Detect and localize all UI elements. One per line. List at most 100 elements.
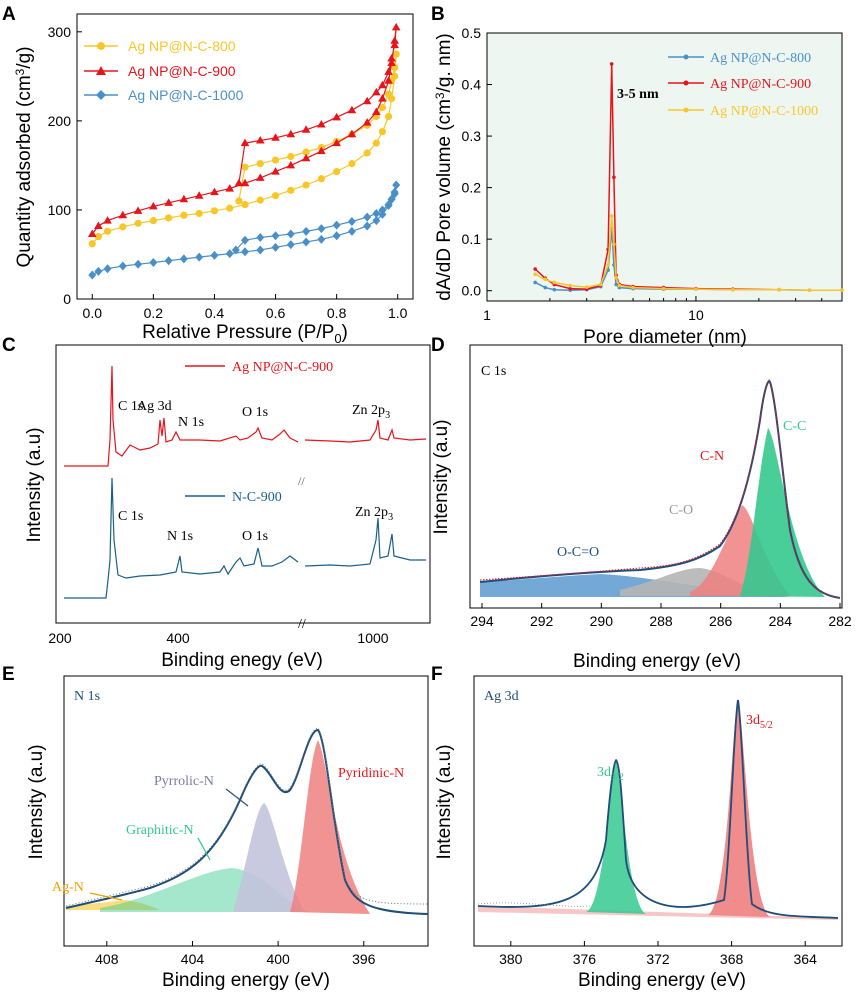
b-legend-label-800: Ag NP@N-C-800 <box>710 51 811 66</box>
component-3d52 <box>708 700 770 917</box>
a-point <box>286 160 296 169</box>
e-ticks-label: 408 <box>95 951 119 967</box>
c-legend-label-nc: N-C-900 <box>232 490 282 505</box>
panel-b-frame <box>486 32 843 302</box>
arrow-pyrrolic-n <box>225 788 249 807</box>
e-ticks-label: 396 <box>352 951 376 967</box>
a-xtick-label: 0.0 <box>83 305 103 321</box>
e-ticks-label: 400 <box>266 951 290 967</box>
b-point <box>777 287 781 292</box>
label-graphitic-n: Graphitic-N <box>126 823 194 838</box>
a-point <box>195 252 204 262</box>
a-point <box>256 196 264 204</box>
panel-c-xlabel: Binding enegy (eV) <box>161 650 323 671</box>
a-point <box>225 249 234 259</box>
b-point <box>598 282 603 287</box>
c-peak-o1s-bottom: O 1s <box>242 529 268 544</box>
a-ytick-label: 0 <box>63 291 71 307</box>
a-point <box>271 133 280 141</box>
b-point <box>807 288 812 292</box>
spectrum-n-c-900-right <box>304 517 426 567</box>
a-point <box>317 224 326 234</box>
a-point <box>240 138 250 147</box>
b-legend-marker-1000 <box>683 107 689 113</box>
d-ticks-label: 290 <box>590 613 614 629</box>
panel-c-mid-break: // <box>298 474 305 488</box>
a-point <box>378 205 387 215</box>
c-peak-o1s-top: O 1s <box>242 405 268 420</box>
legend-label-900: Ag NP@N-C-900 <box>128 63 236 79</box>
a-point <box>119 223 127 231</box>
component-3d32 <box>586 760 646 914</box>
a-point <box>194 191 204 199</box>
a-ytick-label: 100 <box>48 202 72 218</box>
a-point <box>384 112 393 121</box>
label-o-c-o: O-C=O <box>557 545 599 560</box>
a-point <box>384 90 393 98</box>
d-ticks-label: 286 <box>709 613 733 629</box>
a-point <box>255 135 265 144</box>
panel-f-title: Ag 3d <box>484 689 519 704</box>
b-point <box>584 285 589 289</box>
a-point <box>302 181 310 189</box>
b-point <box>694 287 698 291</box>
legend-label-1000: Ag NP@N-C-1000 <box>128 87 244 103</box>
panel-a-xlabel-main: Relative Pressure (P/P <box>142 322 334 343</box>
c-peak-zn2p-top: Zn 2p3 <box>352 403 390 421</box>
a-point <box>317 175 325 183</box>
a-point <box>256 160 264 168</box>
a-point <box>301 125 311 133</box>
d-ticks-label: 284 <box>769 613 793 629</box>
label-3d52: 3d5/2 <box>746 713 773 731</box>
c-peak-zn2p-bottom-sub: 3 <box>388 512 393 523</box>
a-point <box>332 138 341 147</box>
legend-marker-1000 <box>96 90 106 100</box>
b-point <box>543 285 548 290</box>
b-legend-marker-900 <box>683 80 689 86</box>
a-point <box>333 168 341 176</box>
panel-c-ylabel: Intensity (a.u) <box>24 427 45 542</box>
b-point <box>614 276 618 280</box>
a-point <box>255 173 265 181</box>
panel-a-ylabel-main: Quantity adsorbed (cm <box>14 75 35 267</box>
b-ytick-label: 0.1 <box>462 231 482 247</box>
component-c-c <box>740 428 825 597</box>
a-point <box>301 153 311 162</box>
a-point <box>271 192 280 200</box>
a-point <box>271 231 280 241</box>
b-ytick-label: 0.0 <box>462 283 482 299</box>
a-point <box>210 187 219 196</box>
b-point <box>661 286 666 291</box>
a-point <box>118 210 128 219</box>
panel-a-series <box>87 22 401 280</box>
a-xtick-label: 0.4 <box>205 305 225 321</box>
c-tick-400: 400 <box>166 630 190 646</box>
panel-a-xlabel-end: ) <box>342 322 348 343</box>
panel-a-ylabel: Quantity adsorbed (cm3/g) <box>13 46 35 267</box>
a-point <box>363 221 372 231</box>
a-ytick-label: 300 <box>48 24 72 40</box>
b-point <box>606 263 610 267</box>
label-pyrrolic-n: Pyrrolic-N <box>154 774 214 789</box>
panel-b-ylabel-main: dA/dD Pore volume (cm <box>434 99 455 301</box>
c-peak-c1s-top: C 1s <box>118 399 143 414</box>
a-point <box>179 194 189 203</box>
label-3d52-main: 3d <box>746 713 760 728</box>
b-xtick-label: 10 <box>688 307 704 323</box>
c-peak-c1s-bottom: C 1s <box>118 509 143 524</box>
d-ticks-label: 282 <box>828 613 852 629</box>
legend-label-800: Ag NP@N-C-800 <box>128 38 236 54</box>
a-point <box>195 209 203 218</box>
b-xtick-label: 1 <box>483 307 491 323</box>
a-point <box>372 107 381 115</box>
c-peak-zn2p-top-main: Zn 2p <box>352 403 385 418</box>
a-point <box>94 233 102 241</box>
b-point <box>631 285 635 290</box>
a-point <box>87 229 97 237</box>
label-3d32-sub: 3/2 <box>611 772 624 783</box>
a-point <box>103 264 112 274</box>
a-point <box>88 240 96 248</box>
panel-e-xlabel: Binding energy (eV) <box>162 970 330 991</box>
b-point <box>568 283 572 288</box>
b-point <box>543 277 548 282</box>
